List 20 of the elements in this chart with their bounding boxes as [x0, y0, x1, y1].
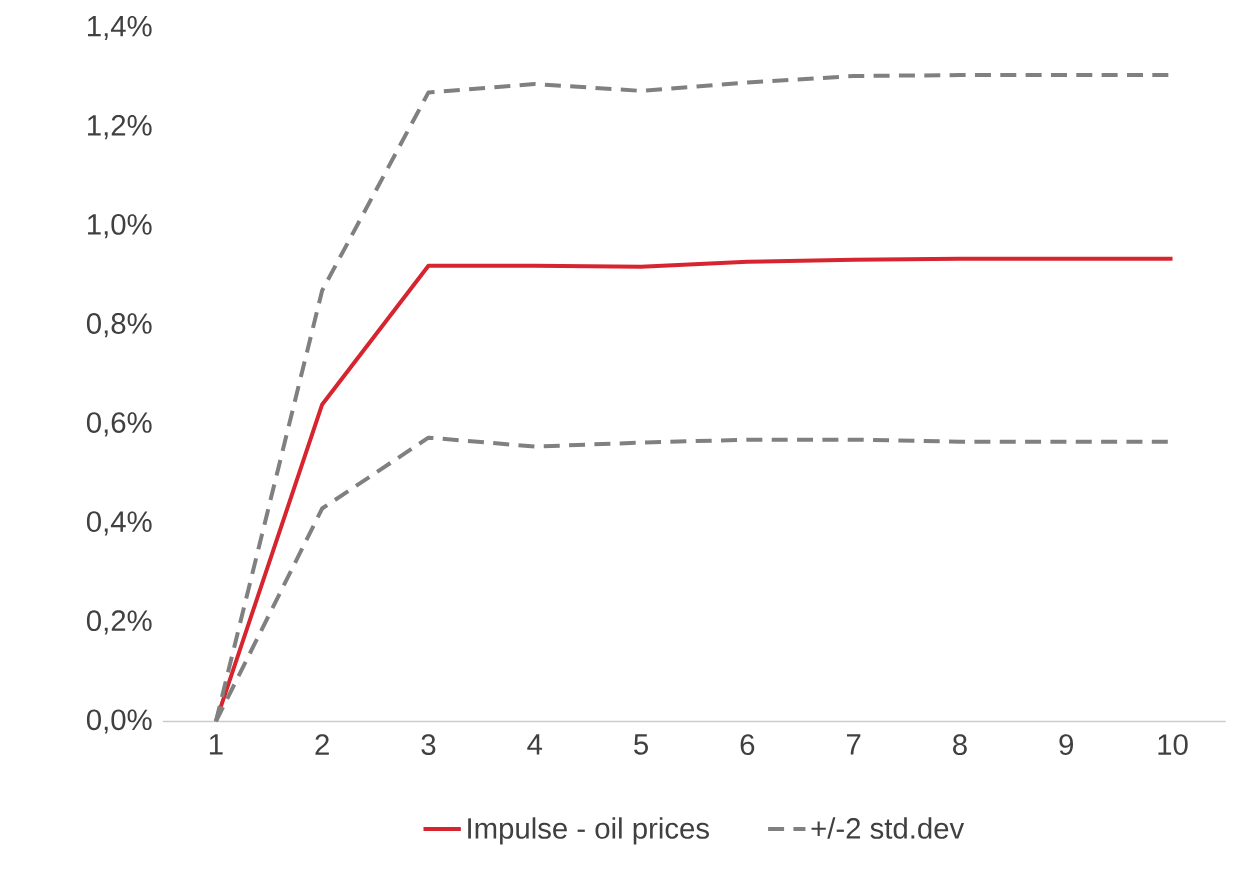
y-tick-label: 1,4% — [88, 15, 152, 41]
x-tick-label: 4 — [527, 734, 543, 755]
x-tick-label: 8 — [953, 734, 967, 756]
y-tick-label: 1,0% — [88, 214, 152, 239]
x-tick-label: 2 — [315, 734, 329, 755]
x-tick-label: 9 — [1059, 734, 1073, 756]
x-tick-label: 6 — [740, 734, 755, 756]
legend-label: +/-2 std.dev — [811, 817, 965, 839]
x-tick-label: 5 — [634, 734, 648, 755]
y-tick-label: 0,2% — [86, 610, 152, 635]
y-tick-label: 0,8% — [86, 313, 152, 338]
x-tick-label: 3 — [421, 734, 436, 756]
y-tick-label: 1,2% — [88, 114, 152, 140]
y-tick-label: 0,0% — [86, 709, 152, 734]
x-tick-label: 1 — [209, 734, 223, 755]
y-tick-label: 0,4% — [86, 511, 152, 536]
legend-label: Impulse - oil prices — [468, 817, 709, 845]
x-tick-label: 7 — [846, 734, 861, 755]
x-tick-label: 10 — [1158, 734, 1188, 756]
y-tick-label: 0,6% — [86, 412, 152, 437]
